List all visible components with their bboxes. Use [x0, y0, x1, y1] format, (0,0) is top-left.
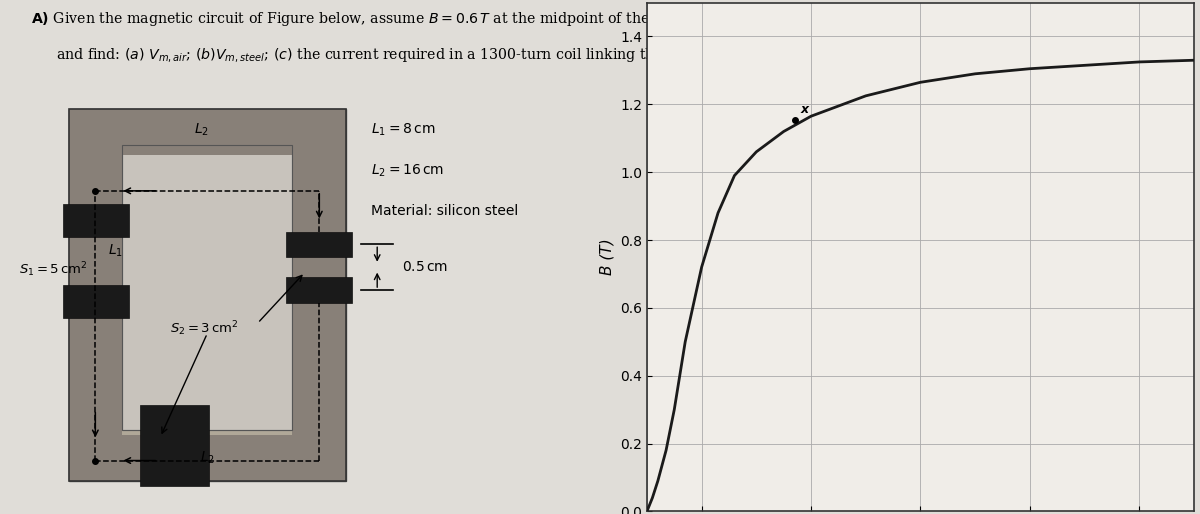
Bar: [68, 435, 346, 481]
Bar: [62, 204, 128, 236]
Bar: [293, 109, 346, 481]
Text: $\bf{A)}$ Given the magnetic circuit of Figure below, assume $B = 0.6\,T$ at the: $\bf{A)}$ Given the magnetic circuit of …: [31, 10, 706, 28]
Text: Material: silicon steel: Material: silicon steel: [371, 204, 518, 218]
Bar: [68, 109, 346, 155]
Text: x: x: [800, 103, 809, 116]
Text: $0.5\,\mathrm{cm}$: $0.5\,\mathrm{cm}$: [402, 260, 449, 274]
Bar: [62, 285, 128, 318]
Text: $L_1$: $L_1$: [108, 243, 122, 259]
Text: $L_2 = 16\,\mathrm{cm}$: $L_2 = 16\,\mathrm{cm}$: [371, 162, 444, 179]
Text: $L_2$: $L_2$: [200, 450, 215, 466]
Bar: [68, 109, 346, 481]
Text: $S_2 = 3\,\mathrm{cm}^2$: $S_2 = 3\,\mathrm{cm}^2$: [169, 319, 239, 338]
Text: $L_1 = 8\,\mathrm{cm}$: $L_1 = 8\,\mathrm{cm}$: [371, 122, 436, 138]
Bar: [286, 231, 352, 257]
Bar: [68, 109, 346, 481]
Bar: [286, 278, 352, 303]
Bar: [139, 405, 209, 486]
Bar: [122, 145, 293, 430]
Text: and find: $(a)$ $V_{m,air}$; $(b)V_{m,steel}$; $(c)$ the current required in a 1: and find: $(a)$ $V_{m,air}$; $(b)V_{m,st…: [56, 46, 722, 64]
Bar: [122, 145, 293, 430]
Y-axis label: B (T): B (T): [600, 238, 614, 276]
Text: $L_2$: $L_2$: [194, 122, 209, 138]
Text: $S_1 = 5\,\mathrm{cm}^2$: $S_1 = 5\,\mathrm{cm}^2$: [18, 261, 88, 279]
Bar: [68, 109, 122, 481]
